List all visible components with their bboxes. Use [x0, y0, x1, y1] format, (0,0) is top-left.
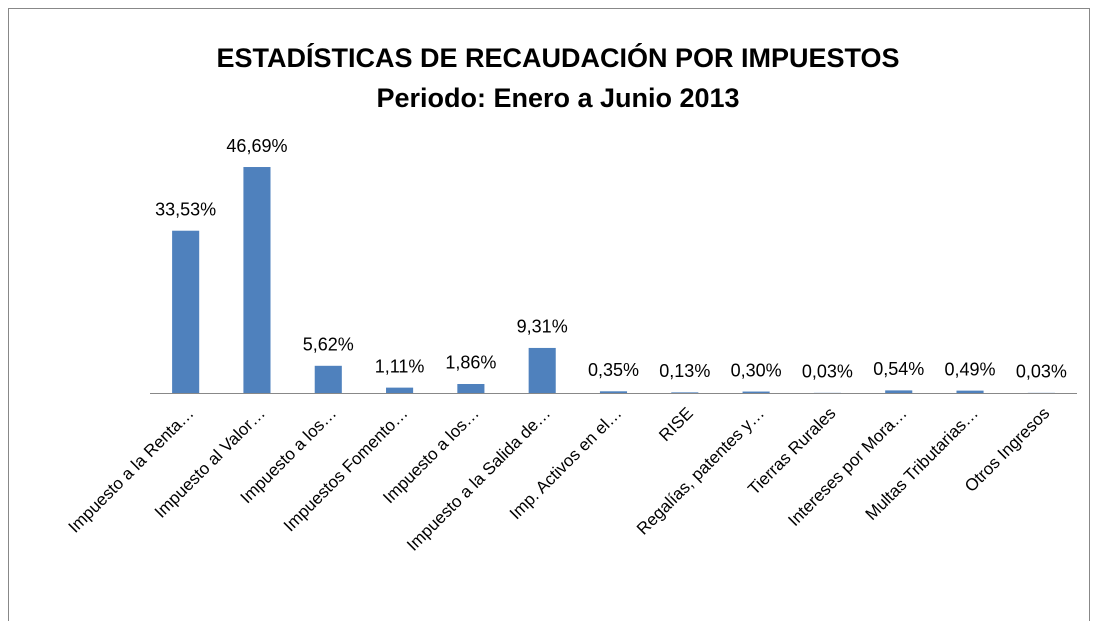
data-label: 0,35%	[588, 360, 639, 380]
data-label: 0,03%	[1016, 362, 1067, 382]
data-label: 1,11%	[375, 356, 425, 376]
bar	[885, 390, 913, 393]
chart-title: ESTADÍSTICAS DE RECAUDACIÓN POR IMPUESTO…	[216, 42, 899, 73]
bar	[314, 365, 342, 393]
chart-subtitle: Periodo: Enero a Junio 2013	[376, 83, 739, 113]
data-label: 1,86%	[445, 353, 496, 373]
bar	[243, 167, 271, 393]
data-label: 0,54%	[873, 359, 924, 379]
bar	[528, 347, 556, 393]
data-label: 0,03%	[802, 362, 853, 382]
bar	[956, 390, 984, 393]
bar	[457, 383, 485, 393]
data-label: 0,49%	[945, 359, 996, 379]
data-label: 5,62%	[303, 335, 354, 355]
data-label: 0,13%	[659, 361, 710, 381]
data-label: 46,69%	[226, 136, 287, 156]
bar	[599, 391, 628, 393]
bar	[386, 387, 414, 393]
bar	[742, 391, 770, 393]
bar	[671, 392, 699, 393]
data-label: 33,53%	[155, 199, 216, 219]
data-label: 0,30%	[731, 360, 782, 380]
bar	[172, 230, 200, 393]
data-label: 9,31%	[517, 317, 568, 337]
